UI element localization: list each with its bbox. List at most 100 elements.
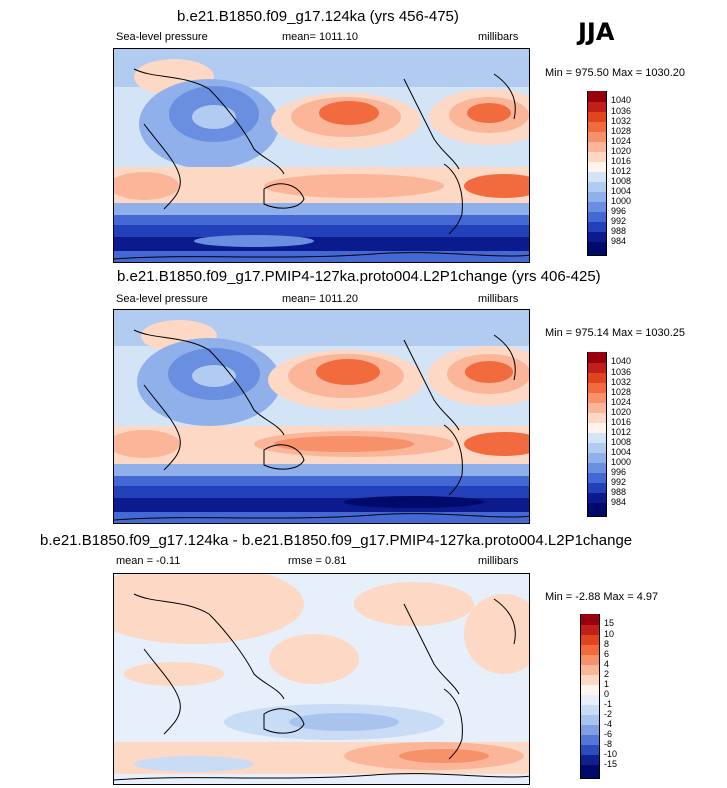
panel-2-swatch <box>587 423 607 433</box>
panel-3-colorbar-label: 10 <box>604 629 615 639</box>
season-label: JJA <box>578 18 615 46</box>
panel-3-swatch <box>580 614 600 625</box>
panel-2-swatch <box>587 433 607 443</box>
panel-1-minmax: Min = 975.50 Max = 1030.20 <box>545 67 686 79</box>
panel-1-map <box>113 48 530 263</box>
panel-1-swatch <box>587 122 607 132</box>
panel-1-swatch <box>587 142 607 152</box>
panel-1-colorbar-label: 1020 <box>611 146 632 156</box>
panel-3-colorbar-label: 4 <box>604 659 610 669</box>
panel-1-colorbar-label: 1032 <box>611 116 632 126</box>
panel-2-swatch <box>587 373 607 383</box>
panel-2-swatch <box>587 483 607 493</box>
panel-2-colorbar-label: 1036 <box>611 367 632 377</box>
panel-2-colorbar-label: 1012 <box>611 427 632 437</box>
panel-1-colorbar-label: 1024 <box>611 136 632 146</box>
panel-1-swatch <box>587 162 607 172</box>
panel-2-colorbar-label: 992 <box>611 477 627 487</box>
panel-1-swatch <box>587 152 607 162</box>
panel-2-colorbar-label: 988 <box>611 487 627 497</box>
panel-1-units: millibars <box>478 31 519 43</box>
panel-2-map <box>113 309 530 524</box>
panel-3-swatch <box>580 765 600 779</box>
panel-3-swatch <box>580 645 600 655</box>
panel-2-colorbar-label: 1000 <box>611 457 632 467</box>
panel-1-colorbar-label: 1012 <box>611 166 632 176</box>
panel-3-map <box>113 573 530 785</box>
panel-3-colorbar-label: 1 <box>604 679 610 689</box>
panel-3-units: millibars <box>478 555 519 567</box>
panel-3-colorbar-label: -1 <box>604 699 613 709</box>
panel-2-swatch <box>587 413 607 423</box>
panel-1-swatch <box>587 102 607 112</box>
panel-1-colorbar-label: 1000 <box>611 196 632 206</box>
panel-1-colorbar-label: 1036 <box>611 106 632 116</box>
panel-3-colorbar-label: -10 <box>604 749 618 759</box>
panel-1-swatch <box>587 202 607 212</box>
panel-1-swatch <box>587 192 607 202</box>
panel-2-colorbar-label: 1028 <box>611 387 632 397</box>
panel-3-map-svg <box>114 574 529 784</box>
panel-1-swatch <box>587 212 607 222</box>
panel-2-minmax: Min = 975.14 Max = 1030.25 <box>545 327 686 339</box>
panel-1-colorbar-label: 988 <box>611 226 627 236</box>
panel-2-swatch <box>587 393 607 403</box>
panel-3-colorbar-label: -15 <box>604 759 618 769</box>
panel-2-mean: mean= 1011.20 <box>282 293 358 305</box>
panel-1-colorbar-label: 1028 <box>611 126 632 136</box>
panel-3-colorbar-label: 15 <box>604 618 615 628</box>
panel-3-mean: mean = -0.11 <box>116 555 181 567</box>
panel-3-swatch <box>580 705 600 715</box>
panel-3-colorbar-label: -2 <box>604 709 613 719</box>
panel-2-colorbar-label: 1008 <box>611 437 632 447</box>
panel-3-swatch <box>580 635 600 645</box>
panel-3-swatch <box>580 735 600 745</box>
panel-2-colorbar-label: 1004 <box>611 447 632 457</box>
panel-1-colorbar-label: 1040 <box>611 95 632 105</box>
panel-3-colorbar-label: -4 <box>604 719 613 729</box>
panel-1-variable-label: Sea-level pressure <box>116 31 208 43</box>
panel-2-colorbar-label: 1020 <box>611 407 632 417</box>
panel-3-colorbar-label: -8 <box>604 739 613 749</box>
panel-2-swatch <box>587 473 607 483</box>
panel-2-swatch <box>587 363 607 373</box>
panel-1-swatch <box>587 112 607 122</box>
panel-1-mean: mean= 1011.10 <box>282 31 358 43</box>
panel-3-swatch <box>580 715 600 725</box>
panel-1-swatch <box>587 182 607 192</box>
panel-3-minmax: Min = -2.88 Max = 4.97 <box>545 591 659 603</box>
panel-3-rmse: rmse = 0.81 <box>288 555 347 567</box>
panel-2-colorbar-label: 996 <box>611 467 627 477</box>
panel-2-swatch <box>587 453 607 463</box>
panel-2-swatch <box>587 503 607 517</box>
panel-3-swatch <box>580 685 600 695</box>
panel-3-colorbar-label: 0 <box>604 689 610 699</box>
panel-3-title: b.e21.B1850.f09_g17.124ka - b.e21.B1850.… <box>40 532 633 549</box>
panel-3-colorbar-label: 8 <box>604 639 610 649</box>
panel-2-swatch <box>587 463 607 473</box>
panel-1-swatch <box>587 172 607 182</box>
panel-3-swatch <box>580 745 600 755</box>
panel-3-swatch <box>580 675 600 685</box>
panel-1-swatch <box>587 222 607 232</box>
panel-3-colorbar-label: -6 <box>604 729 613 739</box>
panel-3-swatch <box>580 665 600 675</box>
panel-3-swatch <box>580 725 600 735</box>
panel-2-swatch <box>587 383 607 393</box>
panel-1-swatch <box>587 132 607 142</box>
panel-2-colorbar: 1040 1036 1032 1028 1024 1020 1016 1012 … <box>587 352 637 517</box>
panel-2-colorbar-label: 1040 <box>611 356 632 366</box>
panel-2-units: millibars <box>478 293 519 305</box>
panel-2-colorbar-label: 984 <box>611 497 627 507</box>
panel-2-swatch <box>587 443 607 453</box>
panel-2-swatch <box>587 352 607 363</box>
panel-1-colorbar-label: 1016 <box>611 156 632 166</box>
panel-3-swatch <box>580 625 600 635</box>
panel-2-colorbar-label: 1032 <box>611 377 632 387</box>
panel-3-colorbar: 15 10 8 6 4 2 1 0 -1 -2 -4 -6 -8 -10 -15 <box>580 614 630 779</box>
panel-1-colorbar-label: 1004 <box>611 186 632 196</box>
panel-3-swatch <box>580 755 600 765</box>
panel-2-variable-label: Sea-level pressure <box>116 293 208 305</box>
panel-1-colorbar-label: 996 <box>611 206 627 216</box>
panel-3-colorbar-label: 6 <box>604 649 610 659</box>
